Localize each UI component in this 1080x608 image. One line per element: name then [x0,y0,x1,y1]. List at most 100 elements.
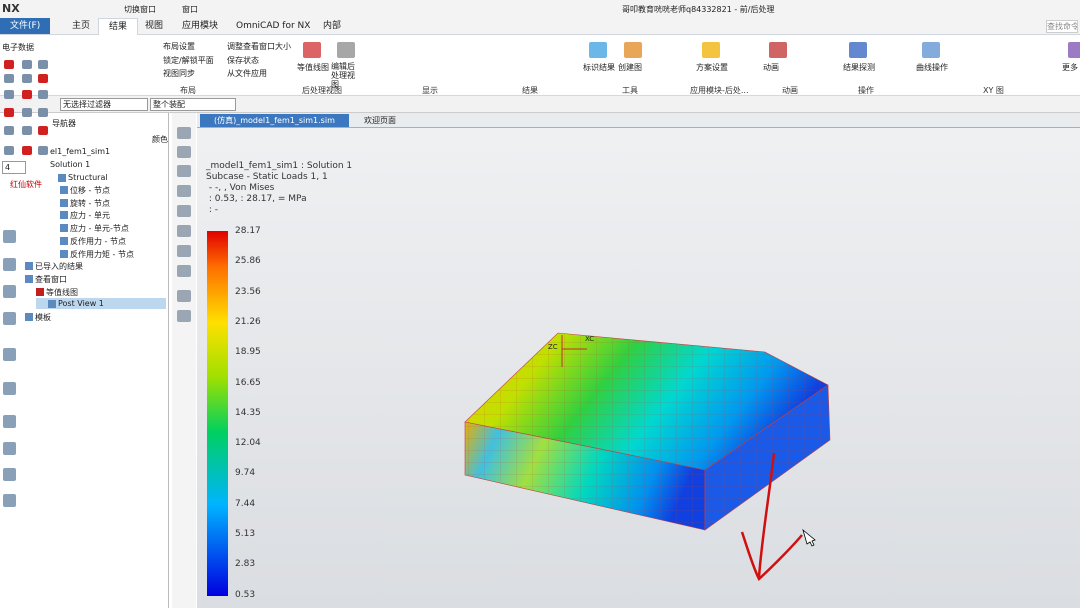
ribbon-button[interactable]: 电子数据 [2,43,34,52]
menu-tab[interactable]: 视图 [145,21,164,31]
tree-item[interactable]: el1_fem1_sim1 [50,147,111,156]
selected-row [36,298,166,309]
ribbon-button[interactable]: 动画 [763,63,779,72]
menu-tab[interactable]: 主页 [72,21,91,31]
ribbon-button[interactable]: 结果探测 [843,63,875,72]
legend-label: 28.17 [235,226,261,236]
tree-icon [25,262,33,270]
search-box[interactable]: 查找命令 [1046,20,1078,33]
result-info: : 0.53, : 28.17, = MPa [206,194,307,204]
ribbon-icon [1068,42,1080,58]
document-tabs [197,113,1080,128]
ribbon-button[interactable]: 创建图 [618,63,642,72]
ribbon [0,35,1080,96]
ribbon-group-label: 后处理视图 [302,86,342,95]
tree-icon [60,211,68,219]
tree-item[interactable]: 应力 - 单元 [70,211,110,220]
tool-icon [177,265,191,277]
tree-item[interactable]: 反作用力 - 节点 [70,237,126,246]
ribbon-button[interactable]: 编辑后处理视图 [331,62,355,89]
selection-filter[interactable]: 无选择过滤器 [60,98,148,111]
tool-icon [3,442,16,455]
tree-icon [25,275,33,283]
axis-label: XC [585,335,595,343]
ribbon-button[interactable]: 等值线图 [297,63,329,72]
tool-icon [4,74,14,83]
annotation-arrow [740,452,803,582]
ribbon-button[interactable]: 从文件应用 [227,69,267,78]
menu-tab[interactable]: 文件(F) [0,18,51,34]
model-graphics [207,231,831,596]
tool-icon [38,74,48,83]
ribbon-button[interactable]: 方案设置 [696,63,728,72]
result-info: - -, , Von Mises [206,183,275,193]
tree-item[interactable]: 反作用力矩 - 节点 [70,250,134,259]
ribbon-button[interactable]: 保存状态 [227,56,259,65]
legend-label: 12.04 [235,438,261,449]
mesh-front [465,422,705,530]
tool-icon [22,146,32,155]
tool-icon [177,127,191,139]
menu-tab[interactable]: 内部 [323,21,342,31]
legend-label: 2.83 [235,559,256,570]
tree-icon [60,199,68,207]
tool-icon [177,146,191,158]
ribbon-button[interactable]: 调整查看窗口大小 [227,42,291,51]
tool-icon [3,230,16,243]
window-title: 哥叩教育咣咣老师q84332821 - 前/后处理 [622,5,775,14]
scope-select[interactable]: 整个装配 [150,98,236,111]
tool-icon [22,90,32,99]
ribbon-button[interactable]: 标识结果 [583,63,615,72]
doc-tab[interactable]: (仿真)_model1_fem1_sim1.sim [200,114,349,127]
tree-icon [25,313,33,321]
tree-item[interactable]: 模板 [35,313,51,322]
tool-icon [38,146,48,155]
tool-icon [177,310,191,322]
ribbon-button[interactable]: 视图同步 [163,69,195,78]
tool-icon [177,245,191,257]
tool-icon [3,285,16,298]
ribbon-button[interactable]: 曲线操作 [916,63,948,72]
tree-item[interactable]: 查看窗口 [35,275,67,284]
menu-tab[interactable]: OmniCAD for NX [236,21,311,31]
navigator [0,113,169,608]
tree-item[interactable]: Post View 1 [58,299,104,308]
legend-label: 5.13 [235,529,256,539]
ribbon-icon [922,42,940,58]
doc-tab[interactable]: 欢迎页面 [364,116,396,125]
ribbon-button[interactable]: 更多 [1062,63,1078,72]
menu-tab[interactable]: 应用模块 [182,21,219,31]
tree-item[interactable]: 已导入的结果 [35,262,83,271]
ribbon-group-label: 动画 [782,86,798,95]
ribbon-icon [769,42,787,58]
tree-item[interactable]: 等值线图 [46,288,78,297]
navigator-title: 导航器 [52,119,76,128]
tree-item[interactable]: Structural [68,173,108,182]
tool-icon [38,108,48,117]
ribbon-group-label: 布局 [180,86,196,95]
legend-label: 9.74 [235,468,256,479]
tool-icon [177,205,191,217]
tool-icon [3,494,16,507]
tree-item[interactable]: 位移 - 节点 [70,186,110,195]
menu-tab[interactable]: 结果 [98,18,139,35]
ribbon-group-label: 结果 [522,86,538,95]
tree-item[interactable]: 应力 - 单元-节点 [70,224,129,233]
mouse-cursor [802,528,816,547]
title-bar [0,0,1080,18]
tool-icon [3,415,16,428]
ribbon-group-label: 应用模块-后处... [690,86,749,95]
tree-icon [60,250,68,258]
legend-label: 23.56 [235,286,261,297]
ribbon-icon [702,42,720,58]
tree-item[interactable]: Solution 1 [50,160,91,169]
tool-icon [177,185,191,197]
legend-label: 16.65 [235,377,261,388]
mesh-right [705,385,830,530]
wcs-axes [561,335,587,367]
ribbon-button[interactable]: 布局设置 [163,42,195,51]
ribbon-button[interactable]: 锁定/解锁平面 [163,56,214,65]
tree-item[interactable]: 旋转 - 节点 [70,199,110,208]
menu-bar [0,18,1080,35]
